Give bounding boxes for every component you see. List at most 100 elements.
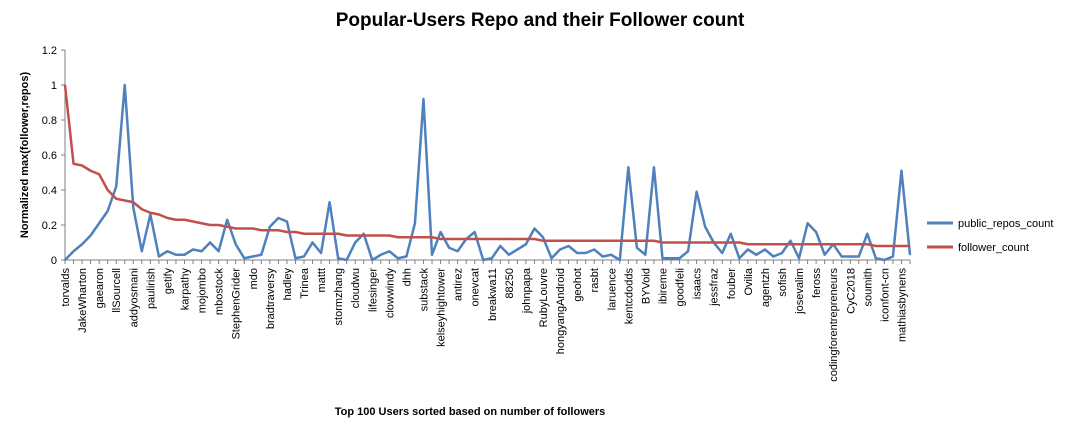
x-tick-label: 88250: [504, 268, 516, 299]
data-point: [653, 166, 655, 168]
data-point: [81, 243, 83, 245]
data-point: [883, 259, 885, 261]
data-point: [849, 243, 851, 245]
data-point: [183, 219, 186, 221]
data-point: [388, 234, 390, 237]
data-point: [713, 241, 715, 244]
data-point: [806, 243, 809, 245]
data-point: [328, 201, 331, 203]
data-point: [661, 257, 664, 259]
data-point: [414, 222, 416, 224]
x-tick-label: breakwa11: [487, 268, 499, 321]
data-point: [542, 236, 544, 238]
data-point: [499, 245, 501, 247]
data-point: [98, 222, 100, 224]
x-tick-label: sofish: [777, 268, 789, 297]
legend-label-follower-count: follower_count: [958, 242, 1029, 254]
data-point: [585, 240, 587, 242]
data-point: [696, 241, 698, 244]
data-point: [585, 252, 587, 254]
x-tick-label: agentzh: [760, 268, 772, 307]
data-point: [107, 210, 109, 212]
x-tick-label: BYVoid: [640, 268, 652, 304]
data-point: [516, 248, 518, 251]
data-point: [277, 229, 279, 231]
data-point: [772, 243, 775, 245]
data-point: [175, 219, 177, 221]
x-tick-label: StephenGrider: [231, 268, 243, 340]
data-point: [141, 250, 143, 252]
data-point: [815, 231, 817, 233]
x-tick-label: stormzhang: [333, 268, 345, 325]
data-point: [243, 227, 245, 230]
data-point: [670, 257, 672, 259]
data-point: [644, 254, 647, 256]
data-point: [175, 254, 177, 256]
y-tick-label: 0.8: [42, 115, 57, 127]
data-point: [704, 226, 706, 228]
data-point: [439, 231, 442, 233]
data-point: [482, 238, 484, 240]
data-point: [789, 240, 792, 242]
data-point: [721, 252, 723, 254]
data-point: [678, 257, 681, 259]
data-point: [909, 254, 911, 256]
data-point: [166, 217, 169, 219]
x-tick-label: laruence: [606, 268, 618, 310]
x-tick-label: substack: [418, 268, 430, 312]
data-point: [670, 241, 672, 244]
data-point: [525, 238, 527, 240]
data-point: [841, 255, 843, 258]
data-point: [533, 227, 536, 230]
data-point: [550, 240, 553, 242]
x-tick-label: feross: [811, 268, 823, 298]
data-point: [533, 238, 536, 240]
x-tick-label: fouber: [726, 268, 738, 300]
x-tick-label: JakeWharton: [77, 268, 89, 333]
data-point: [892, 245, 894, 247]
data-point: [567, 245, 570, 247]
y-tick-label: 0.4: [42, 185, 57, 197]
x-tick-label: onevcat: [470, 268, 482, 307]
data-point: [115, 185, 117, 188]
data-point: [499, 238, 501, 240]
data-point: [98, 173, 100, 175]
x-tick-label: mathiasbynens: [896, 268, 908, 342]
x-axis-title: Top 100 Users sorted based on number of …: [335, 406, 606, 418]
data-point: [235, 227, 237, 230]
data-point: [824, 243, 826, 245]
data-point: [602, 240, 604, 242]
data-point: [704, 241, 706, 244]
data-point: [448, 247, 450, 249]
x-tick-label: llSourcell: [111, 268, 123, 313]
data-point: [491, 238, 493, 240]
data-point: [661, 241, 664, 244]
x-tick-label: kelseyhightower: [436, 268, 448, 347]
data-point: [294, 231, 297, 233]
data-point: [653, 240, 655, 242]
data-point: [346, 234, 348, 237]
y-axis-title: Normalized max(follower,repos): [19, 72, 31, 239]
data-point: [303, 255, 305, 258]
series-line-public-repos-count: [64, 83, 912, 262]
data-point: [858, 243, 860, 245]
data-point: [72, 163, 75, 165]
data-point: [183, 254, 186, 256]
data-point: [405, 236, 408, 238]
data-point: [252, 227, 254, 230]
data-point: [798, 243, 800, 245]
data-point: [516, 238, 518, 240]
legend: public_repos_count follower_count: [927, 218, 1053, 254]
data-point: [627, 166, 629, 168]
y-axis: 0 0.2 0.4 0.6 0.8 1 1.2: [42, 45, 66, 267]
data-point: [883, 245, 885, 247]
data-point: [320, 233, 322, 235]
data-point: [619, 259, 621, 261]
data-point: [832, 243, 834, 245]
x-tick-label: lifesinger: [367, 268, 379, 312]
data-point: [525, 243, 527, 245]
data-point: [738, 241, 740, 244]
data-point: [286, 231, 288, 233]
data-point: [72, 250, 75, 252]
data-point: [781, 243, 783, 245]
